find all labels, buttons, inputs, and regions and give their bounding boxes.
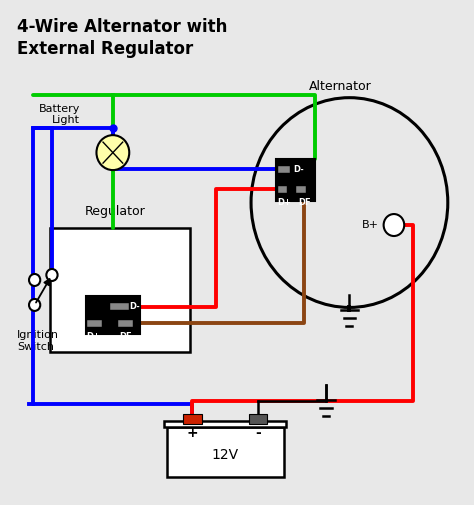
Text: DF: DF bbox=[299, 198, 311, 208]
Bar bbox=[249, 414, 267, 424]
Text: Regulator: Regulator bbox=[85, 205, 146, 218]
Bar bbox=[278, 166, 291, 173]
Text: Ignition
Switch: Ignition Switch bbox=[17, 330, 59, 351]
Circle shape bbox=[46, 269, 57, 281]
Text: Alternator: Alternator bbox=[309, 80, 372, 93]
Bar bbox=[167, 427, 284, 477]
Text: D-: D- bbox=[129, 302, 140, 311]
Bar bbox=[110, 303, 129, 310]
Bar bbox=[118, 320, 133, 327]
Bar bbox=[164, 421, 286, 427]
Bar bbox=[276, 159, 316, 201]
Text: 4-Wire Alternator with
External Regulator: 4-Wire Alternator with External Regulato… bbox=[17, 18, 227, 58]
Text: B+: B+ bbox=[362, 220, 379, 230]
Text: D-: D- bbox=[293, 165, 304, 174]
Text: DF: DF bbox=[119, 332, 132, 341]
Text: D+: D+ bbox=[278, 198, 292, 208]
Bar bbox=[183, 414, 202, 424]
Text: +: + bbox=[187, 426, 198, 440]
Bar bbox=[86, 296, 140, 334]
Circle shape bbox=[383, 214, 404, 236]
Circle shape bbox=[29, 274, 40, 286]
Text: D+: D+ bbox=[86, 332, 100, 341]
Text: Battery
Light: Battery Light bbox=[39, 104, 80, 125]
Bar bbox=[50, 228, 190, 352]
Text: -: - bbox=[255, 426, 261, 440]
Circle shape bbox=[29, 299, 40, 311]
Bar bbox=[296, 186, 306, 193]
Text: 12V: 12V bbox=[212, 448, 239, 462]
Bar bbox=[278, 186, 287, 193]
Circle shape bbox=[97, 135, 129, 170]
Bar bbox=[87, 320, 102, 327]
